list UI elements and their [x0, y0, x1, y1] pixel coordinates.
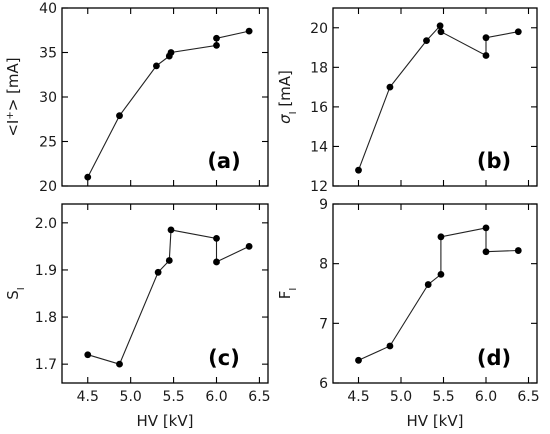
y-tick-label: 35: [39, 46, 57, 62]
y-tick-label: 1.9: [35, 263, 57, 279]
data-point: [153, 62, 160, 70]
data-point: [167, 226, 175, 234]
data-point: [213, 234, 220, 242]
data-point: [84, 351, 92, 359]
data-point: [84, 173, 92, 181]
data-point: [437, 28, 445, 36]
data-point: [386, 83, 394, 91]
x-tick-label: 4.5: [347, 389, 369, 405]
data-point: [116, 360, 123, 368]
x-axis-label: HV [kV]: [137, 412, 194, 430]
y-axis-label: SI: [4, 287, 27, 299]
x-axis-label: HV [kV]: [407, 412, 464, 430]
y-tick-label: 1.7: [35, 357, 57, 373]
y-tick-label: 12: [310, 179, 328, 195]
panel-label: (c): [208, 346, 240, 370]
data-point: [482, 34, 490, 42]
y-tick-label: 1.8: [35, 310, 57, 326]
y-tick-label: 25: [39, 135, 57, 151]
series-line: [87, 229, 250, 365]
y-tick-label: 20: [39, 179, 57, 195]
panel-label: (d): [477, 346, 511, 370]
chart-panel-4: 4.5 5.0 5.5 6.0 6.5 6 7 8 9 (d) FI HV [kV]: [276, 197, 540, 430]
data-point: [355, 166, 362, 174]
x-tick-label: 6.0: [205, 389, 227, 405]
chart-panel-1: 20 25 30 35 40 (a) <I+> [mA]: [4, 1, 269, 195]
y-tick-label: 8: [319, 257, 328, 273]
data-point: [213, 41, 220, 49]
data-point: [514, 28, 522, 36]
chart-panel-2: 12 14 16 18 20 (b) σI [mA]: [276, 7, 538, 195]
data-point: [245, 242, 253, 250]
x-tick-label: 6.5: [517, 389, 539, 405]
panel-label: (a): [207, 149, 240, 173]
y-tick-label: 16: [310, 100, 328, 116]
data-point: [423, 37, 430, 45]
data-point: [355, 356, 362, 364]
plot-frame: [61, 203, 269, 384]
chart-panel-3: 4.5 5.0 5.5 6.0 6.5 1.7 1.8 1.9 2.0 (c) SI HV [kV]: [4, 203, 271, 430]
y-tick-label: 14: [310, 139, 328, 155]
data-point: [154, 268, 162, 276]
data-point: [437, 271, 445, 278]
plot-frame: [332, 7, 538, 187]
y-axis-label: FI: [276, 288, 299, 300]
x-tick-label: 6.0: [475, 389, 497, 405]
data-point: [482, 248, 490, 256]
y-axis-label: <I+> [mA]: [4, 57, 22, 136]
x-tick-label: 6.5: [248, 389, 270, 405]
y-axis-label: σI [mA]: [276, 70, 299, 124]
y-tick-label: 7: [319, 316, 328, 332]
plot-frame: [332, 203, 538, 384]
x-tick-label: 4.5: [77, 389, 99, 405]
series-line: [358, 227, 519, 361]
data-point: [482, 52, 490, 59]
data-point: [514, 247, 522, 254]
panel-label: (b): [477, 149, 511, 173]
data-point: [437, 233, 445, 241]
data-point: [436, 22, 444, 30]
y-tick-label: 2.0: [35, 216, 57, 232]
y-tick-label: 40: [39, 1, 57, 17]
data-point: [213, 258, 220, 266]
data-point: [424, 281, 432, 288]
x-tick-label: 5.0: [390, 389, 412, 405]
y-tick-label: 30: [39, 90, 57, 106]
data-point: [213, 34, 220, 42]
x-tick-label: 5.5: [162, 389, 184, 405]
y-tick-label: 6: [319, 376, 328, 392]
y-tick-label: 20: [310, 21, 328, 37]
data-point: [386, 342, 394, 350]
x-tick-label: 5.5: [432, 389, 454, 405]
y-tick-label: 18: [310, 60, 328, 76]
data-point: [245, 27, 253, 35]
x-tick-label: 5.0: [120, 389, 142, 405]
data-point: [165, 257, 173, 264]
data-point: [482, 224, 490, 232]
data-point: [116, 112, 123, 120]
data-point: [167, 49, 175, 56]
y-tick-label: 9: [319, 197, 328, 213]
